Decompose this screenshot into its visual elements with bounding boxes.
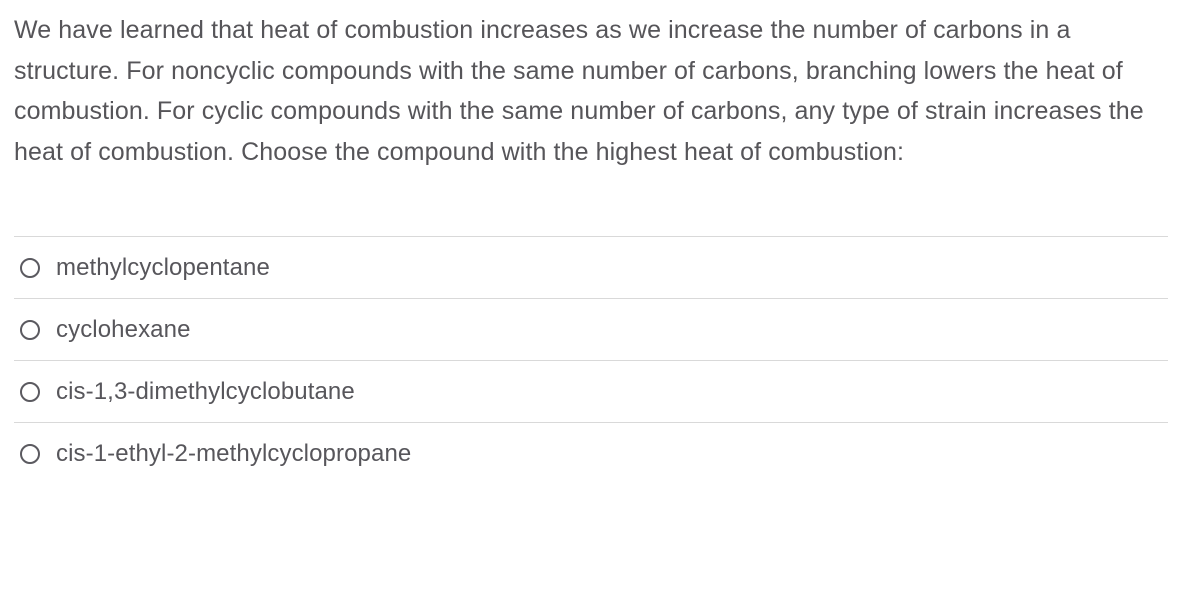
option-row[interactable]: cis-1-ethyl-2-methylcyclopropane xyxy=(14,422,1168,484)
radio-unchecked-icon[interactable] xyxy=(20,258,40,278)
radio-unchecked-icon[interactable] xyxy=(20,382,40,402)
quiz-question-page: We have learned that heat of combustion … xyxy=(0,0,1182,494)
option-row[interactable]: methylcyclopentane xyxy=(14,236,1168,298)
options-group: methylcyclopentane cyclohexane cis-1,3-d… xyxy=(14,236,1168,484)
option-label: cis-1-ethyl-2-methylcyclopropane xyxy=(56,440,411,468)
radio-unchecked-icon[interactable] xyxy=(20,320,40,340)
option-row[interactable]: cis-1,3-dimethylcyclobutane xyxy=(14,360,1168,422)
question-prompt: We have learned that heat of combustion … xyxy=(14,10,1168,172)
option-row[interactable]: cyclohexane xyxy=(14,298,1168,360)
radio-unchecked-icon[interactable] xyxy=(20,444,40,464)
option-label: methylcyclopentane xyxy=(56,254,270,282)
option-label: cyclohexane xyxy=(56,316,191,344)
option-label: cis-1,3-dimethylcyclobutane xyxy=(56,378,355,406)
